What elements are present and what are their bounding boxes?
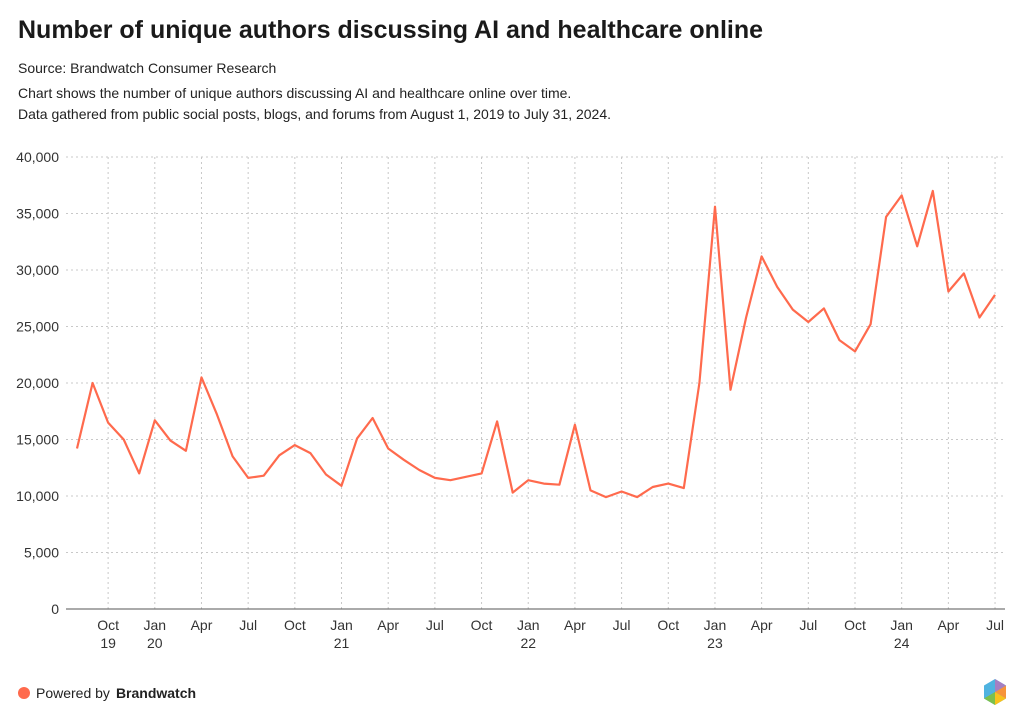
- brandwatch-logo-icon: [984, 679, 1006, 705]
- x-year-label: 20: [147, 635, 163, 651]
- x-tick-label: Oct: [471, 617, 493, 633]
- x-tick-label: Oct: [97, 617, 119, 633]
- brand-dot-icon: [18, 687, 30, 699]
- y-tick-label: 25,000: [16, 319, 59, 335]
- chart-source: Source: Brandwatch Consumer Research: [18, 60, 277, 76]
- x-tick-label: Jan: [144, 617, 167, 633]
- x-tick-label: Oct: [657, 617, 679, 633]
- line-chart: 0 5,000 10,000 15,000 20,000 25,000 30,000 35,0…: [16, 149, 1005, 651]
- x-tick-label: Apr: [377, 617, 399, 633]
- description-line: Chart shows the number of unique authors…: [18, 85, 572, 101]
- footer: Powered by Brandwatch: [18, 685, 196, 701]
- x-tick-label: Apr: [191, 617, 213, 633]
- chart-title: Number of unique authors discussing AI a…: [18, 16, 764, 44]
- x-tick-label: Apr: [564, 617, 586, 633]
- brand-name: Brandwatch: [115, 685, 197, 701]
- x-tick-label: Apr: [751, 617, 773, 633]
- x-year-label: 23: [707, 635, 723, 651]
- x-tick-label: Oct: [284, 617, 306, 633]
- x-tick-label: Oct: [844, 617, 866, 633]
- x-year-label: 21: [334, 635, 350, 651]
- x-tick-label: Jan: [330, 617, 353, 633]
- x-tick-label: Jan: [704, 617, 727, 633]
- chart-description: Chart shows the number of unique authors…: [18, 83, 611, 125]
- y-tick-label: 15,000: [16, 432, 59, 448]
- y-tick-label: 40,000: [16, 149, 59, 165]
- y-tick-label: 5,000: [24, 545, 59, 561]
- x-tick-label: Jul: [799, 617, 817, 633]
- x-tick-label: Jan: [517, 617, 540, 633]
- powered-by-text: Powered by: [36, 685, 110, 701]
- x-tick-label: Jul: [239, 617, 257, 633]
- description-line: Data gathered from public social posts, …: [18, 106, 612, 122]
- x-tick-label: Jul: [426, 617, 444, 633]
- x-year-label: 24: [894, 635, 910, 651]
- y-tick-label: 20,000: [16, 375, 59, 391]
- x-year-label: 22: [520, 635, 536, 651]
- y-tick-label: 35,000: [16, 206, 59, 222]
- y-tick-label: 0: [51, 601, 59, 617]
- series-line: [75, 189, 996, 499]
- x-tick-label: Apr: [937, 617, 959, 633]
- y-tick-label: 10,000: [16, 488, 59, 504]
- x-tick-label: Jul: [613, 617, 631, 633]
- x-tick-label: Jan: [890, 617, 913, 633]
- y-tick-label: 30,000: [16, 262, 59, 278]
- x-year-label: 19: [100, 635, 116, 651]
- x-tick-label: Jul: [986, 617, 1004, 633]
